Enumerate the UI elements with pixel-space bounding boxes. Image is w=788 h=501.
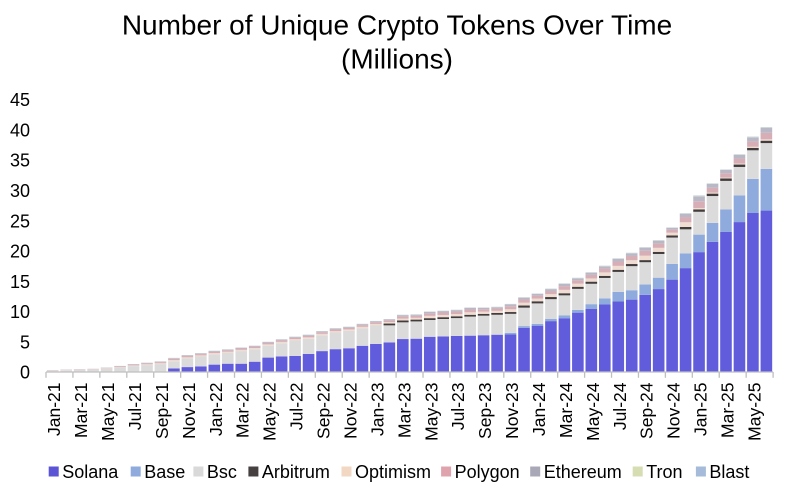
svg-text:Optimism: Optimism [355, 462, 431, 482]
svg-text:45: 45 [10, 90, 30, 110]
svg-text:Jul-21: Jul-21 [125, 383, 145, 431]
svg-text:Tron: Tron [646, 462, 682, 482]
svg-text:Mar-25: Mar-25 [717, 383, 737, 438]
svg-text:15: 15 [10, 272, 30, 292]
svg-text:Jan-24: Jan-24 [529, 382, 549, 436]
svg-text:May-21: May-21 [98, 383, 118, 441]
svg-text:Jul-24: Jul-24 [610, 382, 630, 430]
svg-text:Base: Base [144, 462, 185, 482]
svg-text:Mar-23: Mar-23 [394, 383, 414, 438]
svg-text:Polygon: Polygon [455, 462, 520, 482]
svg-text:10: 10 [10, 302, 30, 322]
svg-text:Blast: Blast [709, 462, 749, 482]
svg-text:Jan-25: Jan-25 [691, 383, 711, 437]
svg-text:Sep-21: Sep-21 [152, 383, 172, 439]
svg-text:25: 25 [10, 211, 30, 231]
svg-text:Jan-22: Jan-22 [206, 383, 226, 437]
svg-text:May-23: May-23 [421, 383, 441, 441]
svg-text:Mar-24: Mar-24 [556, 382, 576, 438]
svg-text:May-24: May-24 [583, 382, 603, 441]
svg-text:Nov-21: Nov-21 [179, 383, 199, 439]
svg-text:Arbitrum: Arbitrum [262, 462, 330, 482]
svg-text:(Millions): (Millions) [341, 44, 453, 75]
svg-text:Jul-22: Jul-22 [287, 383, 307, 431]
svg-text:May-25: May-25 [744, 383, 764, 441]
svg-text:Jan-21: Jan-21 [44, 383, 64, 437]
svg-text:May-22: May-22 [260, 383, 280, 441]
svg-text:Solana: Solana [62, 462, 119, 482]
svg-text:35: 35 [10, 151, 30, 171]
svg-text:Sep-24: Sep-24 [637, 382, 657, 439]
svg-text:40: 40 [10, 120, 30, 140]
svg-text:Nov-23: Nov-23 [502, 383, 522, 439]
svg-text:Mar-22: Mar-22 [233, 383, 253, 438]
svg-text:Sep-22: Sep-22 [314, 383, 334, 439]
svg-text:30: 30 [10, 181, 30, 201]
svg-text:Bsc: Bsc [207, 462, 237, 482]
svg-text:Ethereum: Ethereum [544, 462, 622, 482]
svg-text:5: 5 [20, 332, 30, 352]
svg-text:20: 20 [10, 242, 30, 262]
svg-text:Mar-21: Mar-21 [71, 383, 91, 438]
svg-text:Number of Unique Crypto Tokens: Number of Unique Crypto Tokens Over Time [122, 10, 672, 41]
svg-text:Jul-23: Jul-23 [448, 383, 468, 431]
svg-text:Sep-23: Sep-23 [475, 383, 495, 439]
svg-text:Nov-22: Nov-22 [340, 383, 360, 439]
svg-text:Nov-24: Nov-24 [664, 382, 684, 439]
svg-text:Jan-23: Jan-23 [367, 383, 387, 437]
svg-text:0: 0 [20, 363, 30, 383]
